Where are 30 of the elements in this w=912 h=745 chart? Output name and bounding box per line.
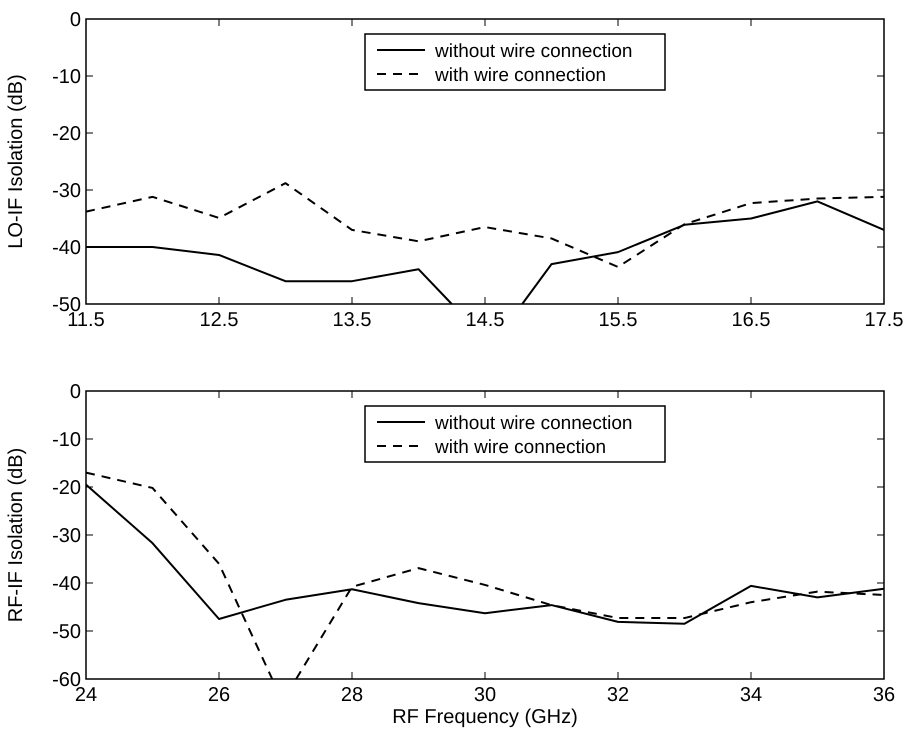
x-tick-label: 14.5 (466, 309, 504, 331)
x-axis-title: RF Frequency (GHz) (392, 706, 578, 728)
x-tick-label: 30 (474, 684, 496, 706)
y-tick-label: -40 (52, 237, 81, 259)
y-tick-label: -30 (52, 180, 81, 202)
legend-label: with wire connection (434, 437, 606, 458)
y-tick-label: 0 (70, 9, 81, 31)
x-tick-label: 13.5 (332, 309, 372, 331)
x-tick-label: 32 (606, 684, 630, 706)
y-axis-title: LO-IF Isolation (dB) (5, 74, 27, 249)
y-axis-title: RF-IF Isolation (dB) (5, 448, 27, 622)
y-tick-label: -20 (52, 477, 81, 499)
x-tick-label: 28 (340, 684, 364, 706)
x-tick-label: 17.5 (864, 309, 904, 331)
legend-label: without wire connection (434, 41, 632, 62)
legend-label: without wire connection (434, 413, 632, 434)
x-tick-label: 26 (208, 684, 230, 706)
y-tick-label: 0 (70, 381, 81, 403)
x-tick-label: 16.5 (732, 309, 770, 331)
x-tick-label: 12.5 (200, 309, 238, 331)
y-tick-label: -40 (52, 573, 81, 595)
x-tick-label: 36 (872, 684, 896, 706)
x-tick-label: 34 (740, 684, 762, 706)
y-tick-label: -10 (52, 66, 81, 88)
y-tick-label: -50 (52, 621, 81, 643)
y-tick-label: -30 (52, 525, 81, 547)
legend-label: with wire connection (434, 65, 606, 86)
y-tick-label: -20 (52, 123, 81, 145)
x-tick-label: 15.5 (598, 309, 638, 331)
y-tick-label: -10 (52, 429, 81, 451)
